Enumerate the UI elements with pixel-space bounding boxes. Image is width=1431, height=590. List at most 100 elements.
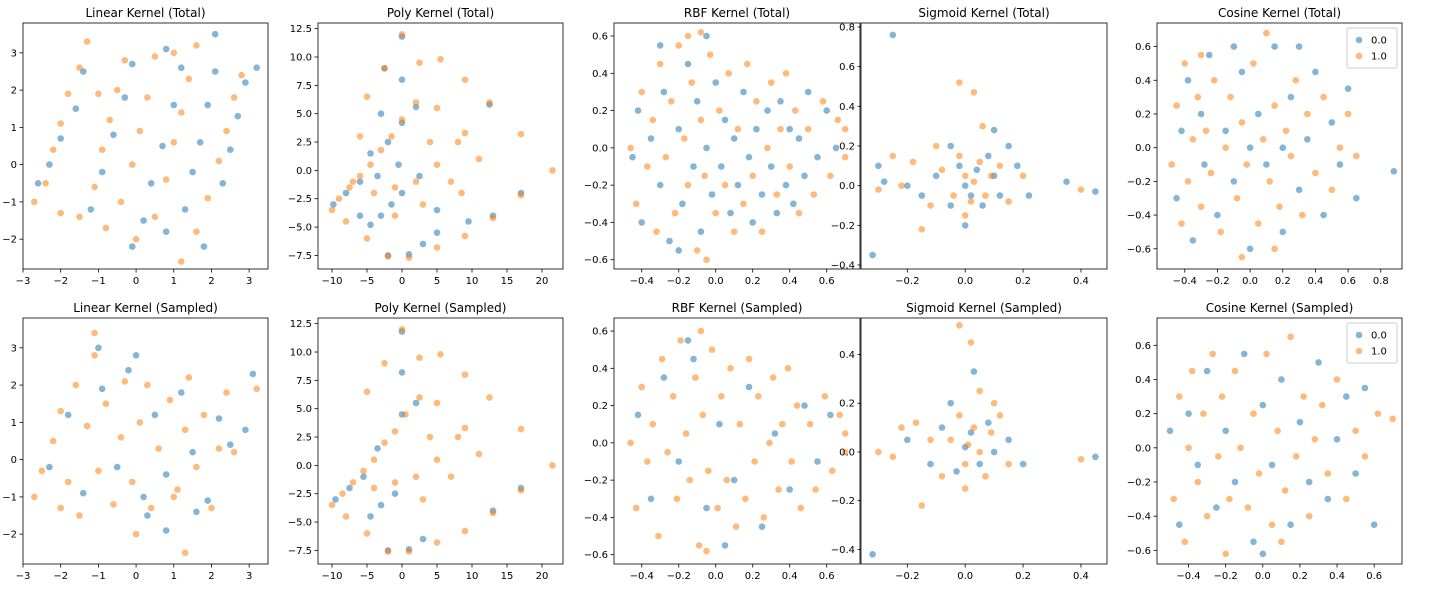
y-tick-label: 2.5 <box>296 138 312 149</box>
scatter-point <box>970 178 978 185</box>
scatter-point <box>204 101 211 109</box>
scatter-point <box>125 366 132 374</box>
scatter-point <box>1352 427 1359 435</box>
x-tick-label: 0.0 <box>708 571 724 582</box>
scatter-point <box>405 254 413 261</box>
x-tick-label: 0.0 <box>1242 276 1258 287</box>
scatter-point <box>690 355 697 363</box>
scatter-point <box>782 70 790 77</box>
scatter-point <box>653 228 660 235</box>
scatter-point <box>185 374 193 381</box>
scatter-point <box>1202 127 1210 135</box>
scatter-point <box>1343 495 1350 503</box>
scatter-point <box>889 31 897 39</box>
scatter-point <box>695 542 703 549</box>
scatter-point <box>461 129 469 137</box>
scatter-point <box>136 419 144 426</box>
scatter-point <box>181 426 189 434</box>
scatter-point <box>1215 453 1222 460</box>
scatter-point <box>1209 350 1216 358</box>
scatter-point <box>736 420 744 428</box>
scatter-point <box>227 146 234 153</box>
y-tick-label: 1 <box>11 418 17 429</box>
y-tick-label: 0.2 <box>839 399 855 410</box>
scatter-point <box>1279 228 1287 236</box>
scatter-point <box>342 218 350 225</box>
scatter-point <box>961 485 969 492</box>
scatter-point <box>363 530 371 537</box>
scatter-point <box>426 433 434 441</box>
scatter-point <box>215 445 223 452</box>
scatter-point <box>374 445 381 452</box>
scatter-point <box>632 200 640 208</box>
scatter-point <box>1287 333 1294 341</box>
scatter-point <box>129 243 136 250</box>
scatter-point <box>1173 102 1180 109</box>
scatter-point <box>87 206 95 213</box>
x-tick-label: 0.6 <box>1366 571 1382 582</box>
scatter-point <box>189 448 196 456</box>
scatter-point <box>1361 384 1369 392</box>
scatter-point <box>140 217 147 224</box>
scatter-point <box>461 527 469 535</box>
scatter-point <box>174 486 181 493</box>
scatter-point <box>1250 60 1257 67</box>
y-tick-label: −0.2 <box>1127 177 1151 188</box>
scatter-point <box>1222 427 1229 435</box>
scatter-point <box>367 150 374 157</box>
scatter-point <box>758 523 766 530</box>
scatter-point <box>793 402 801 409</box>
scatter-point <box>880 178 888 185</box>
axes-frame <box>317 317 564 565</box>
x-tick-label: 15 <box>501 276 514 287</box>
x-tick-label: −3 <box>16 276 31 287</box>
scatter-point <box>693 98 701 105</box>
scatter-point <box>764 107 771 114</box>
scatter-point <box>996 162 1004 170</box>
y-tick-label: −0.4 <box>831 261 855 272</box>
scatter-point <box>1328 186 1336 194</box>
scatter-point <box>204 497 211 504</box>
x-tick-label: 10 <box>466 571 479 582</box>
scatter-point <box>656 42 664 49</box>
series-0.0 <box>1166 350 1378 558</box>
scatter-point <box>1063 178 1070 185</box>
scatter-point <box>80 489 87 497</box>
scatter-point <box>664 448 671 456</box>
scatter-point <box>395 161 402 168</box>
scatter-point <box>517 425 525 433</box>
scatter-point <box>953 468 960 475</box>
scatter-point <box>1353 152 1360 160</box>
scatter-point <box>788 458 795 465</box>
series-1.0 <box>31 38 245 265</box>
legend-marker <box>1355 36 1363 44</box>
scatter-point <box>629 153 636 161</box>
y-tick-label: −0.4 <box>1127 512 1151 523</box>
scatter-point <box>1207 169 1215 177</box>
y-tick-label: 0.4 <box>839 350 855 361</box>
scatter-point <box>1295 43 1303 50</box>
scatter-point <box>1218 393 1226 400</box>
subplot-title: Poly Kernel (Sampled) <box>375 301 507 315</box>
x-tick-label: −0.2 <box>1205 276 1229 287</box>
scatter-point <box>985 419 992 427</box>
subplot-7: Poly Kernel (Sampled) −10 −5 0 5 10 15 20 −7.5 −5… <box>288 301 564 582</box>
scatter-point <box>841 125 849 133</box>
scatter-point <box>1353 194 1360 202</box>
x-tick-label: 3 <box>246 571 252 582</box>
scatter-point <box>1250 410 1257 418</box>
scatter-point <box>433 104 441 112</box>
scatter-point <box>792 107 799 114</box>
scatter-point <box>1194 478 1202 486</box>
scatter-point <box>773 209 781 217</box>
scatter-point <box>416 394 423 401</box>
scatter-point <box>1328 119 1336 126</box>
scatter-point <box>64 478 72 486</box>
scatter-point <box>918 192 926 199</box>
scatter-point <box>938 473 946 480</box>
scatter-point <box>416 172 423 180</box>
scatter-point <box>1184 178 1192 185</box>
scatter-point <box>215 415 223 422</box>
subplot-title: Sigmoid Kernel (Total) <box>918 6 1049 20</box>
